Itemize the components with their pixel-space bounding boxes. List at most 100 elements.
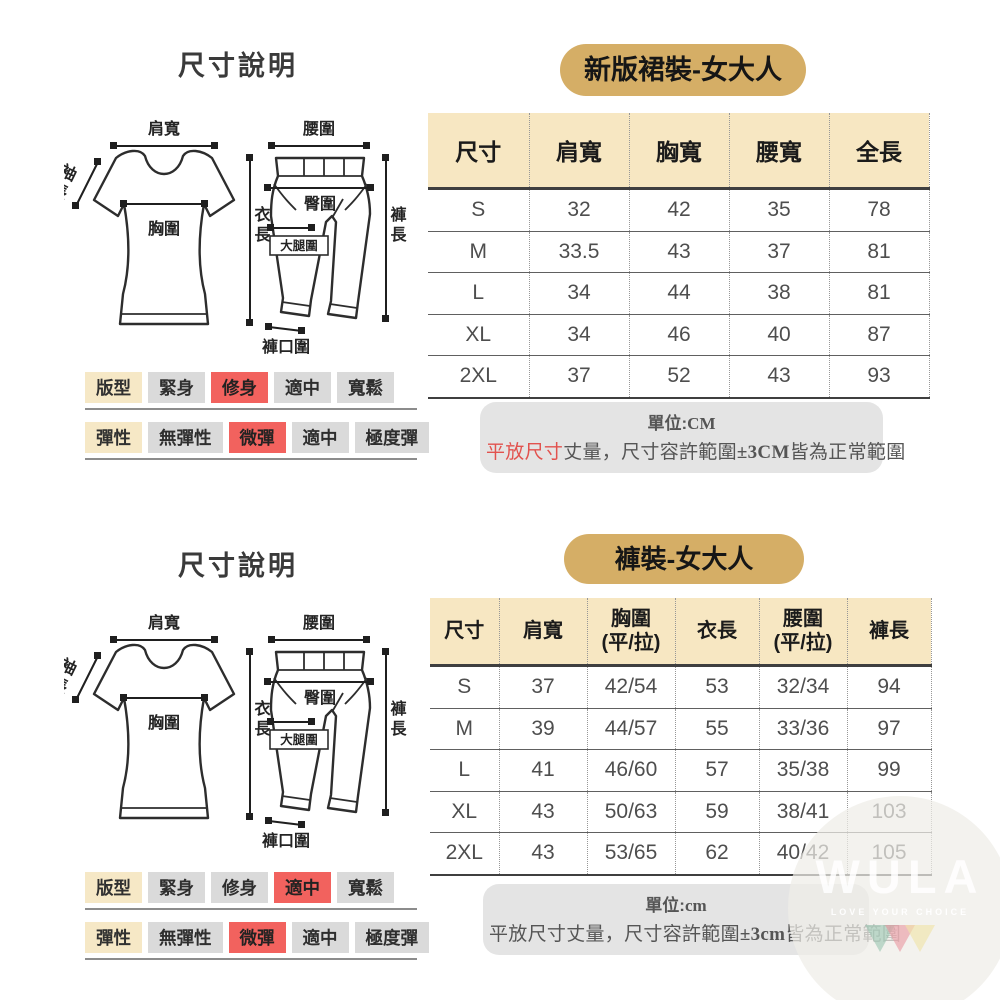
unit-label: 單位: bbox=[647, 414, 688, 433]
fit-option: 寬鬆 bbox=[337, 372, 394, 403]
table-header-row: 尺寸 肩寬 胸圍 (平/拉) 衣長 腰圍 (平/拉) 褲長 bbox=[430, 598, 932, 667]
leg-opening-measure-line bbox=[265, 817, 305, 828]
fit-option: 無彈性 bbox=[148, 922, 223, 953]
note-tolerance: ±3CM bbox=[736, 442, 790, 463]
table-row: XL 34 46 40 87 bbox=[428, 314, 930, 356]
table-row: XL 43 50/63 59 38/41 103 bbox=[430, 791, 932, 833]
cell: 99 bbox=[847, 749, 932, 792]
cell: 55 bbox=[675, 708, 760, 750]
pants-length-measure-line bbox=[382, 648, 389, 816]
cell: 43 bbox=[729, 355, 830, 399]
thigh-label: 大腿圍 bbox=[280, 732, 318, 747]
fit-option: 寬鬆 bbox=[337, 872, 394, 903]
shoulder-measure-line bbox=[110, 636, 218, 643]
fit-option: 無彈性 bbox=[148, 422, 223, 453]
cell: XL bbox=[430, 791, 500, 833]
col-header: 胸圍 (平/拉) bbox=[587, 598, 676, 667]
cell: 34 bbox=[529, 272, 630, 315]
col-header: 肩寬 bbox=[499, 598, 588, 667]
sleeve-measure-line bbox=[72, 652, 101, 703]
diagram-title-top: 尺寸說明 bbox=[178, 51, 298, 81]
garment-length-measure-line bbox=[246, 154, 253, 326]
hip-measure-line bbox=[264, 184, 374, 191]
waist-measure-line bbox=[268, 636, 370, 643]
yellow-triangle-icon bbox=[905, 924, 935, 952]
cell: 38 bbox=[729, 272, 830, 315]
cell: 81 bbox=[829, 231, 930, 273]
shoulder-width-label: 肩寬 bbox=[148, 613, 180, 632]
col-header: 腰寬 bbox=[729, 113, 830, 190]
cell: 94 bbox=[847, 665, 932, 709]
cell: 39 bbox=[499, 708, 588, 750]
fit-option: 適中 bbox=[291, 422, 349, 453]
cell: 93 bbox=[829, 355, 930, 399]
crotch-line bbox=[331, 198, 344, 219]
fit-label: 彈性 bbox=[85, 422, 142, 453]
cell: L bbox=[430, 749, 500, 792]
fit-option: 適中 bbox=[291, 922, 349, 953]
table-row: 2XL 37 52 43 93 bbox=[428, 355, 930, 399]
right-cuff-line bbox=[329, 797, 358, 803]
garment-measure-diagram-top: 肩寬 胸圍 衣長 袖長 腰圍 bbox=[64, 119, 407, 356]
unit-line: 單位:cm bbox=[489, 891, 863, 916]
table-row: M 39 44/57 55 33/36 97 bbox=[430, 708, 932, 750]
cell: 62 bbox=[675, 832, 760, 876]
unit-note-dress: 單位:CM 平放尺寸丈量，尺寸容許範圍±3CM皆為正常範圍 bbox=[480, 402, 905, 473]
garment-length-label: 衣長 bbox=[252, 205, 271, 246]
fit-row-stretch: 彈性 無彈性 微彈 適中 極度彈 bbox=[85, 922, 429, 960]
cell: 33.5 bbox=[529, 231, 630, 273]
fit-option: 修身 bbox=[211, 872, 268, 903]
cell: 87 bbox=[829, 314, 930, 356]
fit-option-selected: 適中 bbox=[274, 872, 331, 903]
leg-opening-label: 褲口圍 bbox=[262, 831, 310, 850]
table-row: 2XL 43 53/65 62 40/42 105 bbox=[430, 832, 932, 876]
cell: 44 bbox=[629, 272, 730, 315]
table-row: S 32 42 35 78 bbox=[428, 188, 930, 232]
cell: 40 bbox=[729, 314, 830, 356]
cell: 53/65 bbox=[587, 832, 676, 876]
cell: S bbox=[430, 665, 500, 709]
col-header: 胸寬 bbox=[629, 113, 730, 190]
hip-label: 臀圍 bbox=[304, 689, 336, 707]
cell: 43 bbox=[629, 231, 730, 273]
sleeve-measure-line bbox=[72, 158, 101, 209]
cell: 37 bbox=[729, 231, 830, 273]
cell: 43 bbox=[499, 791, 588, 833]
cell: 32 bbox=[529, 188, 630, 232]
col-header: 尺寸 bbox=[430, 598, 500, 667]
pants-length-label: 褲長 bbox=[388, 205, 407, 246]
sleeve-length-label: 袖長 bbox=[64, 159, 80, 204]
fit-option: 緊身 bbox=[148, 872, 205, 903]
hip-measure-line bbox=[264, 678, 374, 685]
cell: 46/60 bbox=[587, 749, 676, 792]
note-red-part: 平放尺寸 bbox=[486, 442, 564, 463]
cell: 59 bbox=[675, 791, 760, 833]
cell: 53 bbox=[675, 665, 760, 709]
table-title-badge-pants: 褲裝-女大人 bbox=[564, 534, 804, 584]
tolerance-note: 平放尺寸丈量，尺寸容許範圍±3CM皆為正常範圍 bbox=[486, 437, 905, 464]
fit-option-selected: 微彈 bbox=[228, 922, 286, 953]
cell: 46 bbox=[629, 314, 730, 356]
cell: 41 bbox=[499, 749, 588, 792]
fit-row-cut: 版型 緊身 修身 適中 寬鬆 bbox=[85, 872, 417, 910]
fit-option-selected: 修身 bbox=[211, 372, 268, 403]
left-cuff-line bbox=[281, 301, 311, 307]
cell: M bbox=[428, 231, 530, 273]
cell: 105 bbox=[847, 832, 932, 876]
col-header: 肩寬 bbox=[529, 113, 630, 190]
col-header: 腰圍 (平/拉) bbox=[759, 598, 848, 667]
waist-measure-line bbox=[268, 142, 370, 149]
fit-option: 極度彈 bbox=[354, 422, 429, 453]
shirt-outline bbox=[92, 149, 236, 326]
cell: 40/42 bbox=[759, 832, 848, 876]
fit-option: 緊身 bbox=[148, 372, 205, 403]
table-row: M 33.5 43 37 81 bbox=[428, 231, 930, 273]
table-header-row: 尺寸 肩寬 胸寬 腰寬 全長 bbox=[428, 113, 930, 190]
leg-opening-measure-line bbox=[265, 323, 305, 334]
col-header: 全長 bbox=[829, 113, 930, 190]
cell: L bbox=[428, 272, 530, 315]
note-tolerance: ±3cm bbox=[739, 924, 786, 945]
fit-label: 版型 bbox=[85, 372, 142, 403]
hip-label: 臀圍 bbox=[304, 195, 336, 213]
